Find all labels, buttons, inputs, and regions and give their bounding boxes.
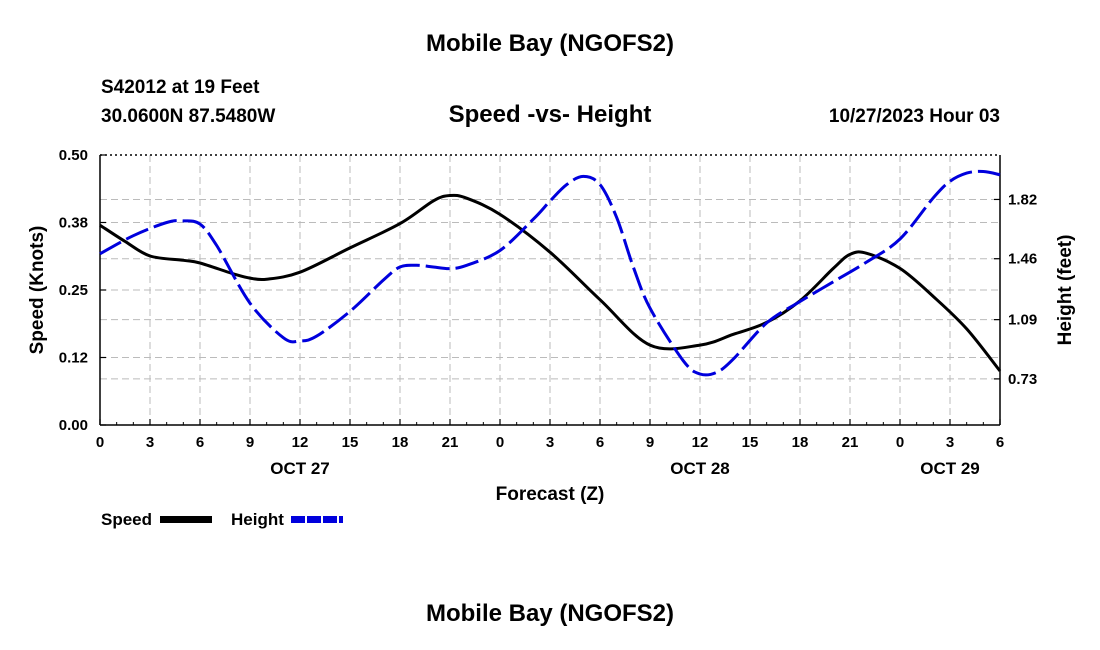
footer-title: Mobile Bay (NGOFS2) — [425, 600, 675, 627]
x-tick-label: 15 — [742, 434, 759, 451]
height-point — [299, 340, 301, 342]
legend-speed-swatch — [160, 516, 212, 523]
forecast-datetime: 10/27/2023 Hour 03 — [828, 106, 1000, 127]
y2-tick-label: 1.09 — [1008, 312, 1037, 329]
y-tick-label: 0.50 — [59, 147, 88, 164]
main-title: Mobile Bay (NGOFS2) — [425, 30, 675, 57]
y2-tick-label: 0.73 — [1008, 371, 1037, 388]
y2-axis-title: Height (feet) — [1055, 235, 1076, 346]
x-tick-label: 9 — [246, 434, 254, 451]
x-tick-label: 21 — [842, 434, 859, 451]
date-label: OCT 29 — [920, 459, 980, 478]
station-label: S42012 at 19 Feet — [101, 77, 260, 98]
y2-tick-label: 1.46 — [1008, 251, 1037, 268]
coordinates-label: 30.0600N 87.5480W — [101, 106, 276, 127]
x-tick-label: 18 — [392, 434, 409, 451]
legend-height-swatch — [291, 516, 343, 523]
x-tick-label: 3 — [146, 434, 154, 451]
x-tick-label: 0 — [96, 434, 104, 451]
axes-layer — [99, 154, 1001, 426]
y-tick-label: 0.12 — [59, 350, 88, 367]
date-label: OCT 27 — [270, 459, 330, 478]
y-tick-label: 0.00 — [59, 417, 88, 434]
x-tick-label: 3 — [546, 434, 554, 451]
height-series-line — [99, 169, 1001, 377]
x-tick-label: 3 — [946, 434, 954, 451]
y-tick-label: 0.38 — [59, 215, 88, 232]
labels-layer: 0 3 6 9 12 15 18 21 0 3 6 9 12 15 18 21 0 3 6 OCT 27 OCT 28 O… — [27, 147, 1076, 505]
grid-layer — [100, 155, 1000, 425]
x-tick-label: 15 — [342, 434, 359, 451]
x-tick-label: 9 — [646, 434, 654, 451]
series-layer — [99, 169, 1002, 377]
legend-height-label: Height — [231, 510, 284, 529]
x-tick-label: 12 — [692, 434, 709, 451]
x-tick-label: 6 — [596, 434, 604, 451]
x-axis-title: Forecast (Z) — [496, 484, 605, 505]
y-tick-label: 0.25 — [59, 282, 88, 299]
speed-series-line — [99, 193, 1002, 372]
y2-tick-label: 1.82 — [1008, 191, 1037, 208]
chart-title: Speed -vs- Height — [448, 101, 652, 128]
date-label: OCT 28 — [670, 459, 730, 478]
x-tick-label: 0 — [496, 434, 504, 451]
legend-speed-label: Speed — [101, 510, 153, 529]
x-tick-label: 12 — [292, 434, 309, 451]
y-axis-title: Speed (Knots) — [27, 226, 48, 355]
x-tick-label: 6 — [996, 434, 1004, 451]
x-tick-label: 21 — [442, 434, 459, 451]
x-tick-label: 18 — [792, 434, 809, 451]
x-tick-label: 6 — [196, 434, 204, 451]
x-tick-label: 0 — [896, 434, 904, 451]
